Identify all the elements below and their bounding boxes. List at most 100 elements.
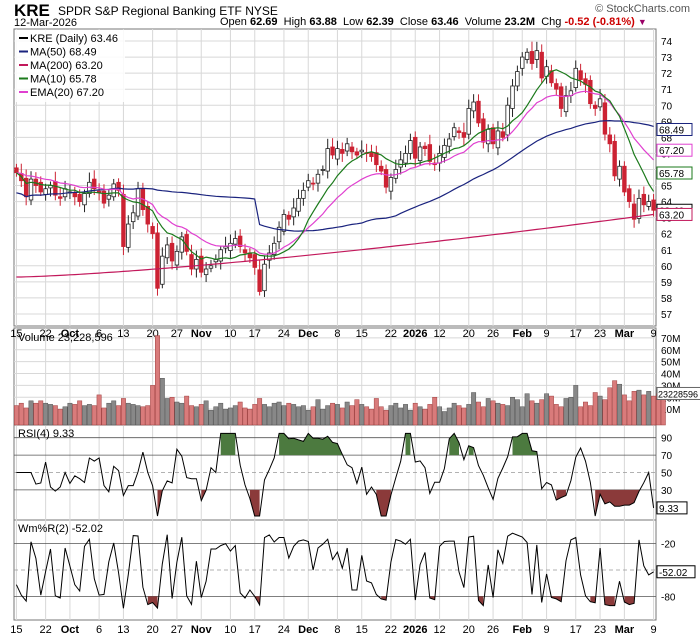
volume-bar <box>281 405 287 426</box>
volume-bar <box>456 405 462 426</box>
candle-body <box>417 146 423 162</box>
candle-body <box>257 269 262 292</box>
value-tag-label: 65.78 <box>659 169 684 180</box>
ma200-line <box>16 213 654 278</box>
price-axis-tick-label: 60 <box>661 262 673 273</box>
x-axis-tick-label: 9 <box>651 624 657 636</box>
high-label: High <box>283 16 307 28</box>
volume-bar <box>266 406 272 426</box>
volume-bar <box>159 378 165 426</box>
price-axis-tick-label: 70 <box>661 101 673 112</box>
candle-body <box>476 100 481 124</box>
volume-bar <box>466 404 472 426</box>
x-axis-tick-label: 12 <box>433 624 445 636</box>
x-axis-tick-label: 9 <box>651 328 657 340</box>
volume-bar <box>364 406 370 426</box>
volume-bar <box>583 401 588 426</box>
legend-background <box>15 30 125 102</box>
volume-bar <box>573 385 579 426</box>
x-axis-tick-label: 17 <box>570 328 582 340</box>
wmr-axis-tick-label: -80 <box>661 592 676 603</box>
candle-body <box>296 197 301 212</box>
x-axis-tick-label: 2026 <box>403 328 427 340</box>
volume-bar <box>495 402 501 426</box>
volume-bar <box>242 407 248 426</box>
volume-bar <box>13 405 19 426</box>
candle-body <box>359 149 364 153</box>
security-name: SPDR S&P Regional Banking ETF NYSE <box>58 4 278 18</box>
volume-bar <box>422 408 428 426</box>
security-full-name: SPDR S&P Regional Banking ETF <box>58 4 242 18</box>
rsi-overbought-fill <box>468 445 474 456</box>
chart-date: 12-Mar-2026 <box>14 17 77 29</box>
candle-body <box>14 167 19 174</box>
wmr-tag-label: -52.02 <box>659 568 688 579</box>
volume-bar <box>179 402 185 426</box>
candle-body <box>451 127 457 137</box>
x-axis-tick-label: Feb <box>512 624 532 636</box>
candle-body <box>330 146 335 156</box>
volume-bar <box>67 402 73 426</box>
x-axis-tick-label: Oct <box>61 624 80 636</box>
candle-body <box>194 258 199 270</box>
candle-body <box>53 181 58 196</box>
wmr-oversold-fill <box>590 596 596 603</box>
volume-bar <box>393 402 399 426</box>
candle-body <box>223 246 228 249</box>
volume-bar <box>310 406 316 426</box>
volume-bar <box>369 408 374 426</box>
candle-body <box>184 234 189 252</box>
candle-body <box>315 173 321 184</box>
volume-bar <box>529 400 535 426</box>
candle-body <box>155 232 160 289</box>
x-axis-tick-label: 23 <box>594 328 606 340</box>
wmr-line <box>15 532 654 610</box>
candle-body <box>403 153 408 164</box>
volume-bar <box>646 391 652 426</box>
volume-bar <box>276 401 282 426</box>
volume-bar <box>227 407 233 426</box>
volume-bar <box>28 400 34 426</box>
price-axis-tick-label: 57 <box>661 310 673 321</box>
candle-body <box>349 146 355 153</box>
value-tag-label: 68.49 <box>659 125 684 136</box>
volume-axis-tick-label: 60M <box>661 346 680 357</box>
volume-bar <box>33 402 39 426</box>
volume-bar <box>441 411 447 426</box>
volume-bar <box>130 404 136 426</box>
volume-bar <box>334 404 340 426</box>
volume-bar <box>476 401 481 426</box>
wmr-panel-title: Wm%R(2) -52.02 <box>18 523 103 535</box>
candle-body <box>520 56 525 69</box>
volume-bar <box>612 380 618 426</box>
volume-bar <box>354 399 360 426</box>
volume-bar <box>91 405 97 426</box>
candle-body <box>160 255 165 285</box>
price-axis-tick-label: 65 <box>661 182 673 193</box>
volume-bar <box>291 404 297 426</box>
volume-bar <box>305 410 311 426</box>
stockcharts-brand[interactable]: © StockCharts.com <box>595 3 690 15</box>
x-axis-tick-label: 23 <box>594 624 606 636</box>
candle-body <box>607 134 612 145</box>
candle-body <box>203 268 209 276</box>
x-axis-tick-label: Dec <box>298 624 318 636</box>
candle-body <box>179 236 184 253</box>
price-axis-tick-label: 74 <box>661 37 673 48</box>
candle-body <box>116 181 121 191</box>
volume-bar <box>403 404 408 426</box>
volume-bar <box>57 408 63 426</box>
volume-bar <box>198 404 204 426</box>
candle-body <box>111 183 116 198</box>
candle-body <box>242 249 248 254</box>
candle-body <box>310 182 316 185</box>
legend-label: KRE (Daily) 63.46 <box>30 33 118 45</box>
candle-body <box>218 249 223 262</box>
volume-bar <box>325 405 331 426</box>
candle-body <box>466 108 471 135</box>
candle-body <box>578 70 583 80</box>
volume-bar <box>553 404 559 426</box>
candle-body <box>646 201 651 207</box>
volume-bar <box>461 407 467 426</box>
